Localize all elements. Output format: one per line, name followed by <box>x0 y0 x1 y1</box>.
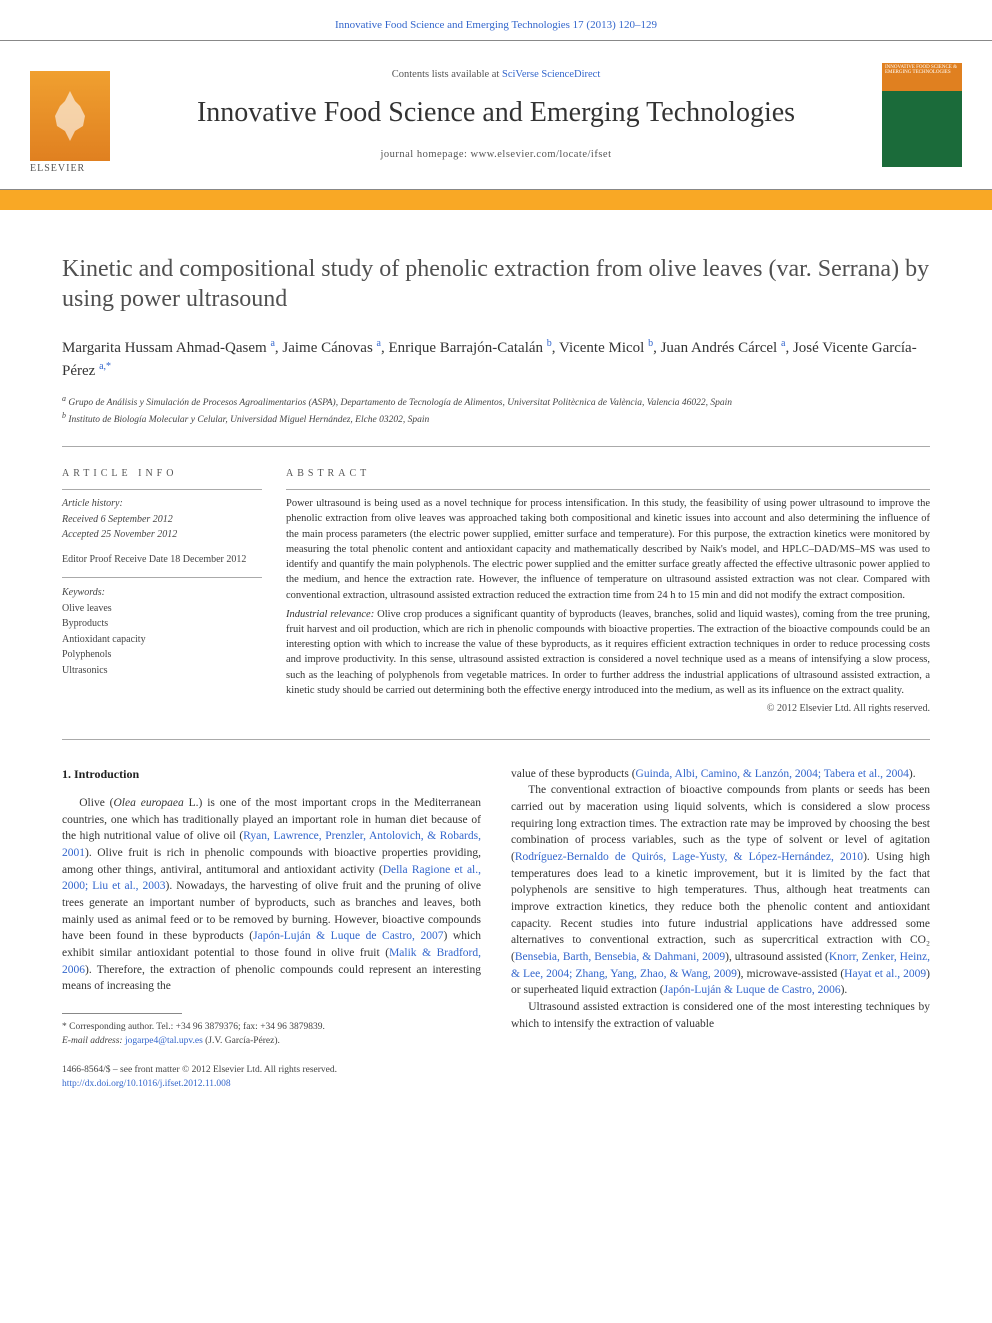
abstract-column: ABSTRACT Power ultrasound is being used … <box>286 467 930 717</box>
top-citation: Innovative Food Science and Emerging Tec… <box>0 0 992 40</box>
abstract-heading: ABSTRACT <box>286 467 930 491</box>
affiliation-line: a Grupo de Análisis y Simulación de Proc… <box>62 393 930 410</box>
received-date: Received 6 September 2012 <box>62 512 262 528</box>
abstract-paragraph-2: Industrial relevance: Olive crop produce… <box>286 607 930 698</box>
homepage-url[interactable]: www.elsevier.com/locate/ifset <box>471 149 612 160</box>
citation-link[interactable]: Guinda, Albi, Camino, & Lanzón, 2004; Ta… <box>636 768 909 780</box>
orange-accent-strip <box>0 190 992 210</box>
front-matter-block: 1466-8564/$ – see front matter © 2012 El… <box>62 1063 481 1092</box>
text-run: ). <box>909 768 916 780</box>
author-name: , Enrique Barrajón-Catalán <box>381 340 547 356</box>
intro-paragraph-3: Ultrasound assisted extraction is consid… <box>511 999 930 1032</box>
article-title: Kinetic and compositional study of pheno… <box>62 254 930 314</box>
sciencedirect-link[interactable]: SciVerse ScienceDirect <box>502 69 600 80</box>
industrial-relevance-text: Olive crop produces a significant quanti… <box>286 609 930 696</box>
issn-copyright-line: 1466-8564/$ – see front matter © 2012 El… <box>62 1063 481 1077</box>
text-run: ). Using high temperatures does lead to … <box>511 851 930 963</box>
species-name-italic: Olea europaea <box>114 797 184 809</box>
footnotes-block: * Corresponding author. Tel.: +34 96 387… <box>62 1020 481 1049</box>
industrial-relevance-label: Industrial relevance: <box>286 609 377 620</box>
cover-image-area <box>882 91 962 167</box>
affiliation-line: b Instituto de Biología Molecular y Celu… <box>62 410 930 427</box>
journal-name: Innovative Food Science and Emerging Tec… <box>197 93 795 134</box>
author-name: Margarita Hussam Ahmad-Qasem <box>62 340 270 356</box>
body-column-left: 1. Introduction Olive (Olea europaea L.)… <box>62 766 481 1091</box>
abstract-paragraph-1: Power ultrasound is being used as a nove… <box>286 496 930 603</box>
keywords-block: Keywords: Olive leavesByproductsAntioxid… <box>62 577 262 678</box>
elsevier-wordmark: ELSEVIER <box>30 162 85 177</box>
body-two-columns: 1. Introduction Olive (Olea europaea L.)… <box>62 766 930 1091</box>
article-info-heading: ARTICLE INFO <box>62 467 262 491</box>
citation-link[interactable]: Rodríguez-Bernaldo de Quirós, Lage-Yusty… <box>515 851 863 863</box>
keywords-list: Olive leavesByproductsAntioxidant capaci… <box>62 601 262 679</box>
intro-paragraph-1-continued: value of these byproducts (Guinda, Albi,… <box>511 766 930 783</box>
contents-prefix: Contents lists available at <box>392 69 502 80</box>
affiliation-text: Grupo de Análisis y Simulación de Proces… <box>66 398 732 408</box>
text-run: ). <box>841 984 848 996</box>
citation-link[interactable]: Bensebia, Barth, Bensebia, & Dahmani, 20… <box>515 951 725 963</box>
abstract-copyright: © 2012 Elsevier Ltd. All rights reserved… <box>286 702 930 717</box>
author-name: , Juan Andrés Cárcel <box>653 340 781 356</box>
issue-cover-thumbnail: INNOVATIVE FOOD SCIENCE & EMERGING TECHN… <box>882 63 962 167</box>
keyword-item: Ultrasonics <box>62 663 262 679</box>
text-run: Olive ( <box>79 797 113 809</box>
section-1-heading: 1. Introduction <box>62 766 481 783</box>
elsevier-tree-icon <box>45 86 95 146</box>
email-label: E-mail address: <box>62 1036 125 1046</box>
author-name: , Vicente Micol <box>552 340 648 356</box>
article-history-block: Article history: Received 6 September 20… <box>62 496 262 543</box>
affiliation-text: Instituto de Biología Molecular y Celula… <box>66 416 429 426</box>
author-affiliation-sup: a, <box>99 361 106 372</box>
keywords-label: Keywords: <box>62 586 262 601</box>
top-citation-link[interactable]: Innovative Food Science and Emerging Tec… <box>335 19 657 31</box>
article-info-column: ARTICLE INFO Article history: Received 6… <box>62 467 262 717</box>
text-run: ), microwave-assisted ( <box>737 968 844 980</box>
corresponding-star: * <box>106 361 111 372</box>
intro-paragraph-1: Olive (Olea europaea L.) is one of the m… <box>62 795 481 995</box>
corresponding-email-link[interactable]: jogarpe4@tal.upv.es <box>125 1036 203 1046</box>
intro-paragraph-2: The conventional extraction of bioactive… <box>511 782 930 999</box>
elsevier-tree-logo <box>30 71 110 161</box>
doi-link[interactable]: http://dx.doi.org/10.1016/j.ifset.2012.1… <box>62 1079 231 1089</box>
authors-line: Margarita Hussam Ahmad-Qasem a, Jaime Cá… <box>62 336 930 383</box>
info-abstract-row: ARTICLE INFO Article history: Received 6… <box>62 447 930 740</box>
journal-homepage-line: journal homepage: www.elsevier.com/locat… <box>380 147 611 162</box>
contents-available-line: Contents lists available at SciVerse Sci… <box>392 67 600 82</box>
journal-banner: ELSEVIER Contents lists available at Sci… <box>0 40 992 190</box>
citation-link[interactable]: Hayat et al., 2009 <box>844 968 926 980</box>
author-name: , Jaime Cánovas <box>275 340 377 356</box>
citation-link[interactable]: Japón-Luján & Luque de Castro, 2006 <box>664 984 841 996</box>
keyword-item: Byproducts <box>62 616 262 632</box>
body-column-right: value of these byproducts (Guinda, Albi,… <box>511 766 930 1091</box>
keyword-item: Antioxidant capacity <box>62 632 262 648</box>
footnote-rule <box>62 1013 182 1014</box>
email-suffix: (J.V. García-Pérez). <box>203 1036 280 1046</box>
keyword-item: Olive leaves <box>62 601 262 617</box>
text-run: ), ultrasound assisted ( <box>725 951 829 963</box>
history-label: Article history: <box>62 496 262 512</box>
text-run: ). Therefore, the extraction of phenolic… <box>62 964 481 993</box>
banner-center: Contents lists available at SciVerse Sci… <box>130 41 862 189</box>
cover-title-strip: INNOVATIVE FOOD SCIENCE & EMERGING TECHN… <box>882 63 962 91</box>
affiliations-block: a Grupo de Análisis y Simulación de Proc… <box>62 393 930 447</box>
accepted-date: Accepted 25 November 2012 <box>62 527 262 543</box>
citation-link[interactable]: Japón-Luján & Luque de Castro, 2007 <box>253 930 443 942</box>
email-line: E-mail address: jogarpe4@tal.upv.es (J.V… <box>62 1034 481 1048</box>
editor-proof-date: Editor Proof Receive Date 18 December 20… <box>62 553 262 568</box>
keyword-item: Polyphenols <box>62 647 262 663</box>
corresponding-author-note: * Corresponding author. Tel.: +34 96 387… <box>62 1020 481 1034</box>
text-run: value of these byproducts ( <box>511 768 636 780</box>
homepage-label: journal homepage: <box>380 149 470 160</box>
